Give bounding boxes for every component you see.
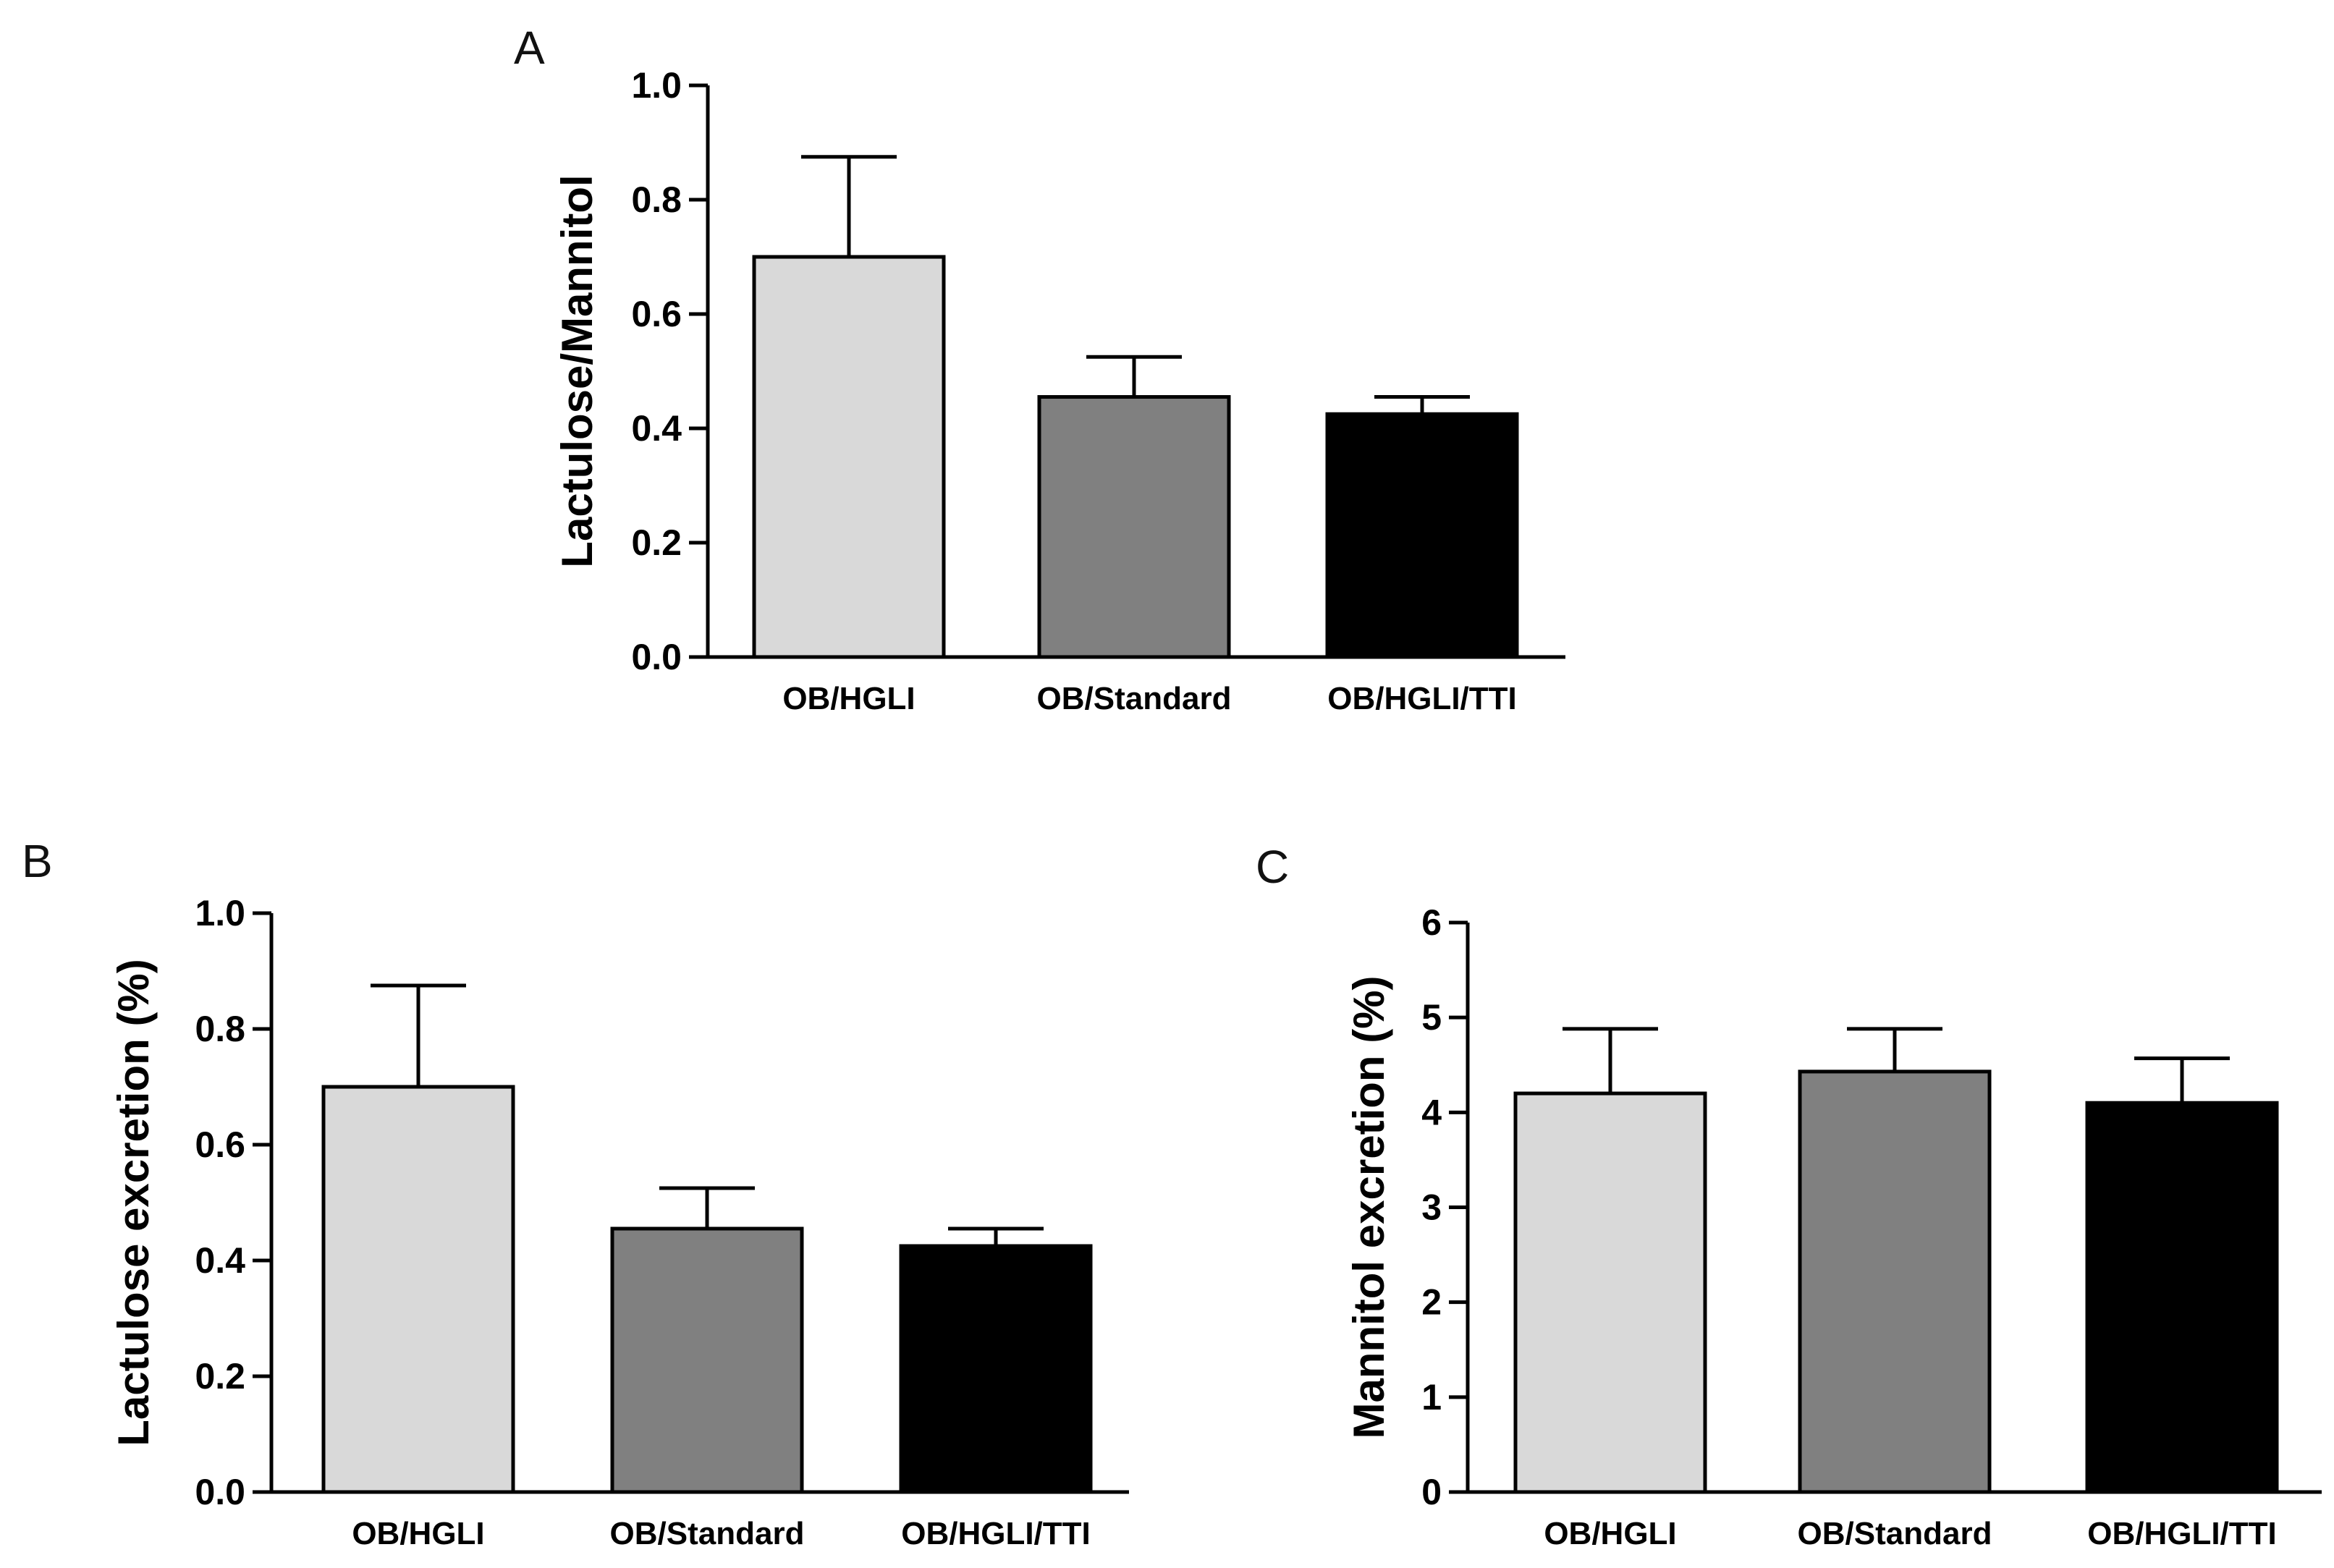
- panel-c-category-label-2: OB/Standard: [1798, 1516, 1992, 1551]
- panel-a-category-label-1: OB/HGLI: [782, 681, 915, 716]
- panel-c-bar-2: [1798, 1069, 1992, 1494]
- panel-c-category-label-1: OB/HGLI: [1544, 1516, 1676, 1551]
- panel-a-bar-2: [1037, 395, 1231, 659]
- panel-a-y-tick-label-0: 0.0: [631, 637, 682, 677]
- panel-b-bar-1: [321, 1085, 515, 1494]
- panel-a: A Lactulose/Mannitol OB/HGLI OB/Standard OB/…: [514, 22, 1565, 716]
- panel-c-y-tick-label-1: 1: [1421, 1377, 1442, 1417]
- panel-b-bar-3: [899, 1244, 1093, 1494]
- panel-b-y-tick-label-3: 0.6: [195, 1124, 245, 1165]
- panel-c-y-tick-label-2: 2: [1421, 1282, 1442, 1323]
- panel-b-category-label-2: OB/Standard: [610, 1516, 805, 1551]
- panel-c: C Mannitol excretion (%) OB/HGLI OB/Standar…: [1256, 841, 2322, 1551]
- panel-c-letter: C: [1256, 841, 1289, 893]
- panel-a-y-tick-label-4: 0.8: [631, 179, 682, 220]
- panel-a-category-label-2: OB/Standard: [1037, 681, 1232, 716]
- panel-c-y-tick-label-4: 4: [1421, 1092, 1442, 1132]
- panel-b-category-label-3: OB/HGLI/TTI: [901, 1516, 1091, 1551]
- panel-a-bar-1: [752, 255, 946, 659]
- panel-a-y-tick-label-1: 0.2: [631, 522, 682, 563]
- panel-a-y-tick-label-3: 0.6: [631, 294, 682, 334]
- panel-a-y-axis-title: Lactulose/Mannitol: [553, 174, 601, 567]
- panel-c-y-tick-label-6: 6: [1421, 902, 1442, 943]
- panel-b-y-axis-title: Lactulose excretion (%): [109, 959, 158, 1446]
- panel-b-y-tick-label-1: 0.2: [195, 1356, 245, 1397]
- panel-b-bar-2: [610, 1226, 804, 1494]
- panel-b-y-tick-label-2: 0.4: [195, 1240, 245, 1281]
- panel-a-y-tick-label-5: 1.0: [631, 65, 682, 106]
- panel-b-y-tick-label-0: 0.0: [195, 1472, 245, 1512]
- panel-c-y-axis-title: Mannitol excretion (%): [1345, 975, 1393, 1438]
- panel-c-y-tick-label-5: 5: [1421, 997, 1442, 1038]
- panel-a-y-tick-label-2: 0.4: [631, 408, 682, 449]
- panel-c-category-label-3: OB/HGLI/TTI: [2087, 1516, 2277, 1551]
- panel-c-y-tick-label-0: 0: [1421, 1472, 1442, 1512]
- panel-b-y-tick-label-5: 1.0: [195, 893, 245, 933]
- panel-b-category-label-1: OB/HGLI: [352, 1516, 484, 1551]
- panel-c-bar-3: [2085, 1101, 2279, 1494]
- panel-a-category-label-3: OB/HGLI/TTI: [1327, 681, 1517, 716]
- panel-a-letter: A: [514, 22, 545, 74]
- panel-c-y-tick-label-3: 3: [1421, 1187, 1442, 1228]
- panel-b-letter: B: [22, 835, 53, 887]
- panel-a-bar-3: [1325, 412, 1519, 659]
- panel-c-bar-1: [1513, 1091, 1707, 1494]
- panel-b: B Lactulose excretion (%) OB/HGLI OB/Standa…: [22, 835, 1129, 1551]
- panel-b-y-tick-label-4: 0.8: [195, 1009, 245, 1049]
